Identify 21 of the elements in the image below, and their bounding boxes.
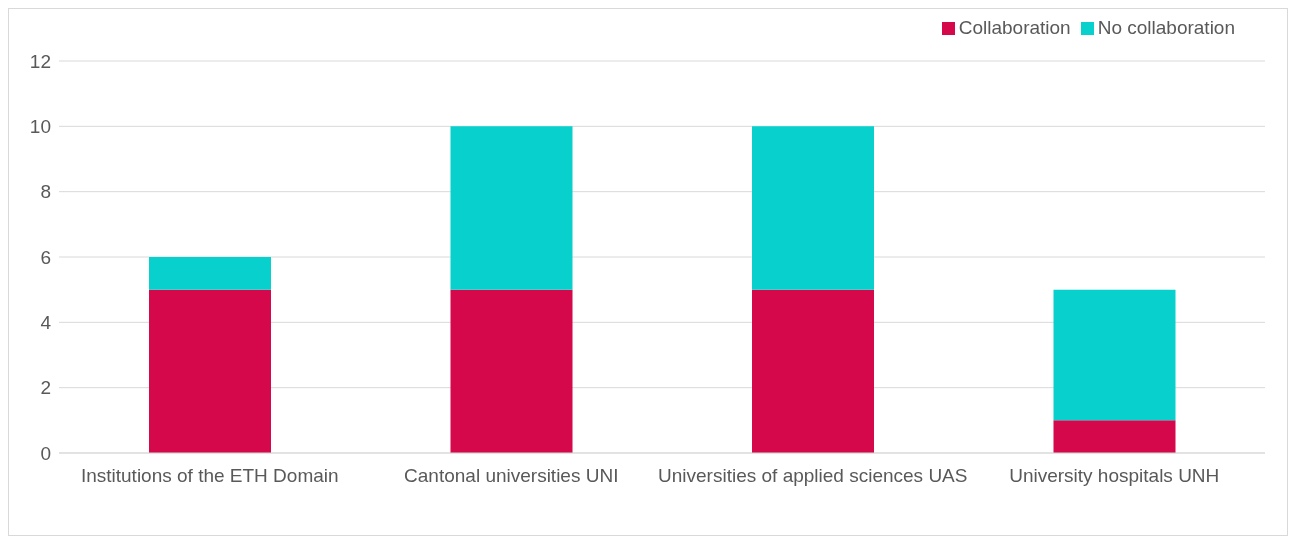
legend-label: No collaboration xyxy=(1097,17,1235,38)
y-tick-label: 2 xyxy=(40,377,51,399)
y-tick-label: 10 xyxy=(29,116,51,138)
y-tick-label: 8 xyxy=(40,181,51,203)
bar xyxy=(1053,289,1176,421)
x-tick-label: Universities of applied sciences UAS xyxy=(658,465,968,487)
bar xyxy=(149,289,271,453)
x-tick-label: Cantonal universities UNI xyxy=(404,465,619,487)
bar xyxy=(752,289,874,453)
y-tick-label: 4 xyxy=(40,312,52,334)
y-tick-label: 12 xyxy=(29,50,51,72)
bar xyxy=(149,257,271,290)
y-tick-label: 6 xyxy=(40,246,51,268)
bar xyxy=(752,126,874,290)
legend-label: Collaboration xyxy=(958,17,1071,38)
bar xyxy=(450,126,573,290)
bar xyxy=(450,289,573,453)
bar xyxy=(1053,420,1176,453)
y-tick-label: 0 xyxy=(40,442,51,464)
x-tick-label: University hospitals UNH xyxy=(1009,465,1220,487)
x-tick-label: Institutions of the ETH Domain xyxy=(80,465,339,487)
